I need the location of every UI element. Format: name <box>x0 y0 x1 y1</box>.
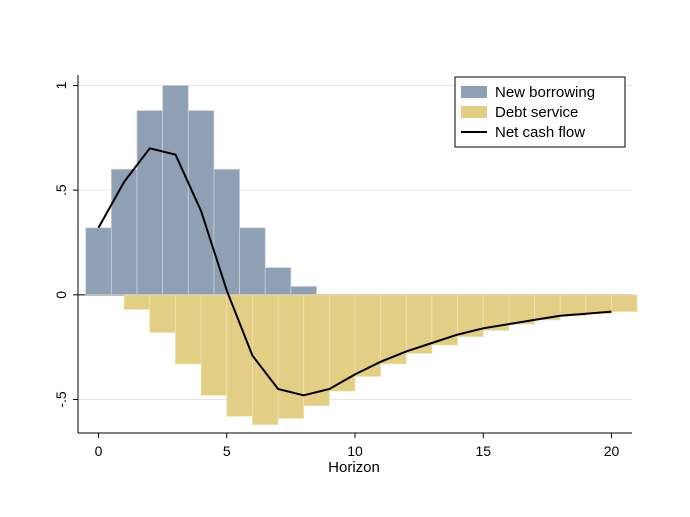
debt-service-bar <box>611 294 638 312</box>
debt-service-bar <box>175 294 202 365</box>
debt-service-bar <box>559 294 587 317</box>
x-axis-title: Horizon <box>328 459 380 476</box>
legend-label: New borrowing <box>495 84 595 101</box>
net-cash-flow-line <box>97 147 612 397</box>
legend: New borrowing Debt service Net cash flow <box>454 76 626 148</box>
legend-swatch <box>461 106 487 118</box>
x-tick-label: 15 <box>475 443 491 459</box>
new-borrowing-bar <box>187 110 215 296</box>
new-borrowing-bar <box>85 227 112 296</box>
axes: -.50.510 5 10 15 20 <box>53 75 632 459</box>
debt-service-bar <box>303 294 330 407</box>
debt-service-bar <box>277 294 305 419</box>
x-tick-label: 0 <box>95 443 103 459</box>
new-borrowing-bar <box>290 286 317 296</box>
new-borrowing-bar <box>136 110 164 296</box>
new-borrowing-bar <box>264 267 292 296</box>
y-tick-label: -.5 <box>53 391 69 408</box>
x-tick-label: 10 <box>347 443 363 459</box>
new-borrowing-bar <box>239 227 266 296</box>
legend-swatch <box>461 86 487 98</box>
debt-service-bar <box>149 294 176 333</box>
debt-service-bar <box>431 294 458 346</box>
y-tick-label: .5 <box>53 184 69 196</box>
debt-service-bar <box>405 294 433 354</box>
debt-service-bar <box>585 294 612 315</box>
debt-service-bar <box>200 294 228 396</box>
y-tick-label: 0 <box>53 291 69 299</box>
y-tick-label: 1 <box>53 81 69 89</box>
legend-label: Debt service <box>495 104 578 121</box>
debt-service-bar <box>123 294 151 310</box>
x-tick-label: 20 <box>604 443 620 459</box>
new-borrowing-bar <box>213 168 240 296</box>
debt-service-bar <box>457 294 484 338</box>
new-borrowing-bar <box>110 168 138 296</box>
bars <box>85 85 638 426</box>
debt-service-bar <box>508 294 535 325</box>
x-tick-label: 5 <box>223 443 231 459</box>
new-borrowing-bar <box>162 85 189 296</box>
debt-service-bar <box>226 294 253 417</box>
debt-service-bar <box>328 294 356 392</box>
legend-label: Net cash flow <box>495 124 585 141</box>
net-cash-flow-line-group <box>97 147 612 397</box>
